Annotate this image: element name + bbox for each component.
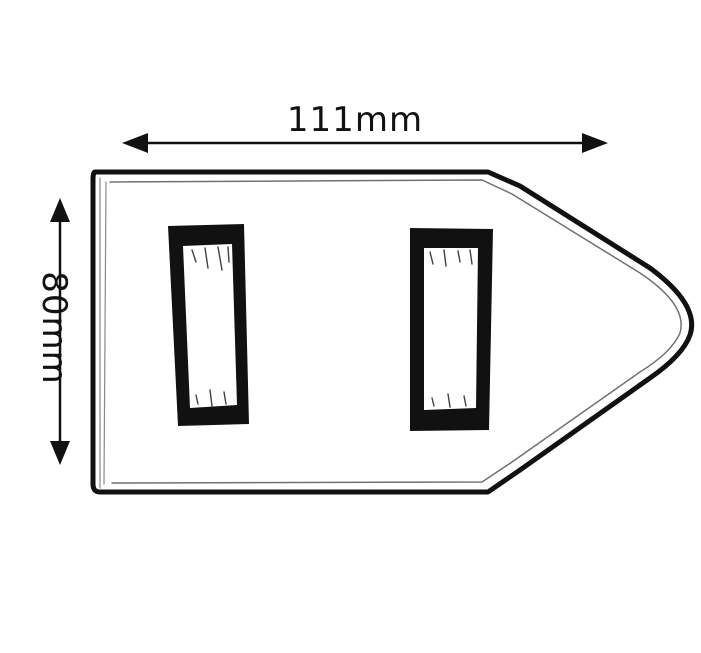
left-slot	[168, 224, 249, 426]
width-dimension-arrow	[122, 133, 608, 153]
height-dimension-arrow	[50, 198, 70, 465]
right-slot	[410, 228, 493, 431]
width-label: 111mm	[287, 100, 423, 140]
height-label: 80mm	[34, 271, 74, 385]
tag-outline	[90, 169, 695, 495]
